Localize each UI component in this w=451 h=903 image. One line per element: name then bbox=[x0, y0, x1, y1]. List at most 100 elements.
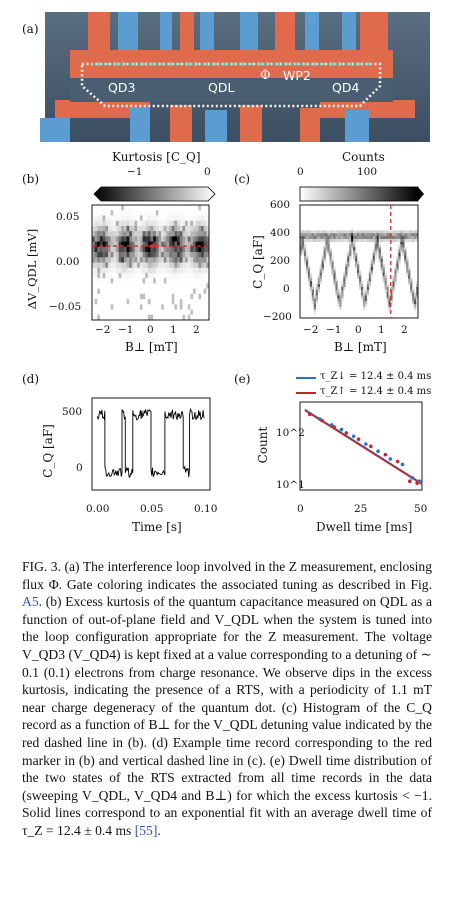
heatmap-b-cell bbox=[105, 246, 109, 253]
heatmap-b-cell bbox=[129, 236, 133, 242]
histogram-c-cell bbox=[303, 238, 307, 243]
histogram-c-cell bbox=[347, 250, 350, 254]
heatmap-b-cell bbox=[161, 205, 165, 211]
histogram-c-cell bbox=[408, 284, 411, 288]
histogram-c-cell bbox=[378, 255, 381, 259]
histogram-c-cell bbox=[357, 275, 360, 279]
caption-ref-a5[interactable]: A5 bbox=[22, 594, 39, 610]
histogram-c-cell bbox=[331, 264, 334, 268]
heatmap-b-cell bbox=[193, 272, 197, 279]
heatmap-b-cell bbox=[99, 236, 103, 242]
histogram-c-cell bbox=[349, 230, 352, 234]
histogram-c-cell bbox=[390, 286, 393, 291]
heatmap-b-cell bbox=[182, 309, 186, 316]
heatmap-b-cell bbox=[134, 257, 138, 263]
histogram-c-cell bbox=[384, 236, 387, 240]
histogram-c-cell bbox=[410, 289, 413, 293]
heatmap-b-cell bbox=[153, 241, 157, 248]
heatmap-b-cell bbox=[92, 267, 95, 274]
heatmap-b-cell bbox=[206, 283, 210, 289]
histogram-c-cell bbox=[414, 230, 417, 234]
histogram-c-cell bbox=[313, 230, 317, 234]
histogram-c-cell bbox=[349, 255, 352, 259]
histogram-c-cell bbox=[362, 230, 366, 234]
histogram-c-cell bbox=[414, 303, 417, 307]
panel-label-c: (c) bbox=[234, 172, 251, 186]
heatmap-b-cell bbox=[179, 272, 183, 279]
histogram-c-cell bbox=[315, 233, 318, 237]
histogram-c-cell bbox=[374, 236, 377, 240]
heatmap-b-cell bbox=[118, 304, 122, 310]
c-xtick-3: 1 bbox=[378, 324, 385, 336]
heatmap-b-cell bbox=[129, 205, 133, 211]
heatmap-b-cell bbox=[185, 236, 189, 242]
heatmap-b-cell bbox=[166, 257, 170, 263]
heatmap-b-cell bbox=[203, 210, 207, 216]
heatmap-b-cell bbox=[123, 241, 127, 248]
histogram-c-cell bbox=[343, 238, 346, 243]
histogram-c-cell bbox=[303, 247, 307, 251]
histogram-c-cell bbox=[311, 301, 315, 305]
heatmap-b-cell bbox=[198, 262, 202, 269]
heatmap-b-cell bbox=[153, 225, 157, 232]
heatmap-b-cell bbox=[92, 293, 95, 300]
heatmap-b-cell bbox=[123, 262, 127, 269]
histogram-c-cell bbox=[317, 286, 320, 291]
histogram-c-cell bbox=[364, 298, 368, 302]
histogram-c-cell bbox=[313, 292, 317, 296]
heatmap-b-cell bbox=[193, 246, 197, 253]
histogram-c-cell bbox=[374, 233, 377, 237]
histogram-c-cell bbox=[404, 236, 407, 240]
heatmap-b-cell bbox=[137, 241, 141, 248]
b-xtick-4: 2 bbox=[193, 324, 200, 336]
histogram-c-cell bbox=[311, 236, 315, 240]
heatmap-b-cell bbox=[105, 309, 109, 316]
colorbar-b-tick-1: 0 bbox=[204, 166, 211, 178]
histogram-c-cell bbox=[307, 281, 311, 285]
heatmap-b-cell bbox=[155, 257, 159, 263]
heatmap-b-cell bbox=[107, 314, 111, 321]
data-point-e bbox=[417, 479, 422, 484]
histogram-c-cell bbox=[388, 303, 391, 307]
heatmap-b-cell bbox=[179, 246, 183, 253]
histogram-c-cell bbox=[337, 238, 340, 243]
heatmap-b-cell bbox=[131, 262, 135, 269]
fit-line-blue bbox=[304, 408, 423, 485]
histogram-c-cell bbox=[307, 233, 311, 237]
d-xtick-2: 0.10 bbox=[194, 503, 218, 515]
histogram-c-cell bbox=[343, 233, 346, 237]
heatmap-b-cell bbox=[169, 205, 173, 211]
histogram-c-cell bbox=[325, 238, 328, 243]
heatmap-b-cell bbox=[190, 257, 194, 263]
heatmap-b-cell bbox=[147, 205, 151, 211]
histogram-c-cell bbox=[309, 272, 313, 276]
heatmap-b-cell bbox=[137, 236, 141, 242]
histogram-c-cell bbox=[345, 275, 348, 279]
heatmap-b-cell bbox=[203, 272, 207, 279]
heatmap-b-cell bbox=[102, 231, 106, 237]
histogram-c-cell bbox=[329, 247, 332, 251]
heatmap-b-cell bbox=[110, 309, 114, 316]
heatmap-b-cell bbox=[153, 272, 157, 279]
heatmap-b-cell bbox=[177, 252, 181, 258]
heatmap-b-cell bbox=[94, 205, 98, 211]
heatmap-b-cell bbox=[105, 215, 109, 221]
heatmap-b-cell bbox=[97, 304, 101, 310]
histogram-c-cell bbox=[374, 230, 377, 234]
histogram-c-cell bbox=[313, 233, 317, 237]
heatmap-b-cell bbox=[171, 299, 175, 305]
histogram-c-cell bbox=[311, 238, 315, 243]
heatmap-b-cell bbox=[118, 262, 122, 269]
caption-ref-55[interactable]: [55] bbox=[134, 822, 158, 838]
histogram-c-cell bbox=[317, 238, 320, 243]
heatmap-b-cell bbox=[147, 304, 151, 310]
heatmap-b-cell bbox=[110, 220, 114, 227]
heatmap-b-cell bbox=[99, 272, 103, 279]
heatmap-b-cell bbox=[206, 309, 210, 316]
heatmap-b-cell bbox=[97, 288, 101, 295]
heatmap-b-cell bbox=[107, 252, 111, 258]
heatmap-b-cell bbox=[139, 210, 143, 216]
heatmap-b-cell bbox=[118, 309, 122, 316]
heatmap-b-cell bbox=[147, 225, 151, 232]
histogram-c-cell bbox=[327, 241, 330, 245]
